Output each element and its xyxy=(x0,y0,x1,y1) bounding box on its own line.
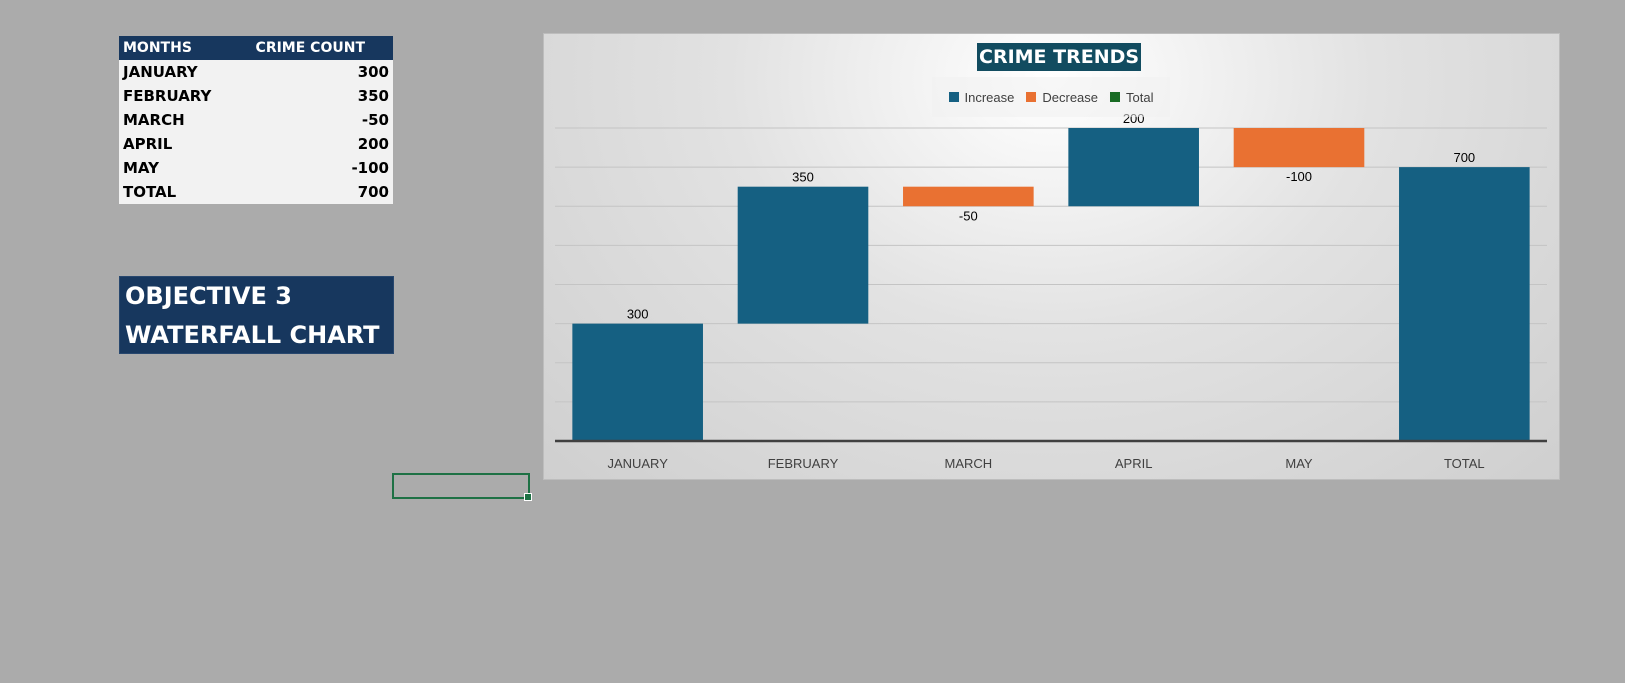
data-label: 700 xyxy=(1453,150,1475,165)
month-cell[interactable]: APRIL xyxy=(119,132,231,156)
month-cell[interactable]: TOTAL xyxy=(119,180,231,204)
x-tick-label: MAY xyxy=(1285,456,1313,471)
bar-february xyxy=(737,186,869,324)
table-row: MAY -100 xyxy=(119,156,393,180)
bar-january xyxy=(572,323,703,441)
month-cell[interactable]: MAY xyxy=(119,156,231,180)
x-tick-label: FEBRUARY xyxy=(768,456,839,471)
table-header-row: MONTHS CRIME COUNT xyxy=(119,36,393,60)
count-cell[interactable]: -100 xyxy=(230,156,393,180)
legend-item-total: Total xyxy=(1110,90,1153,105)
data-label: 350 xyxy=(792,170,814,185)
legend-item-increase: Increase xyxy=(948,89,1015,105)
header-crime-count[interactable]: CRIME COUNT xyxy=(230,36,393,60)
chart-title[interactable]: CRIME TRENDS xyxy=(977,43,1142,71)
fill-handle[interactable] xyxy=(524,493,532,501)
legend-label-total: Total xyxy=(1126,89,1154,105)
bar-april xyxy=(1068,128,1199,207)
legend-swatch-total xyxy=(1110,92,1121,102)
objective-banner[interactable]: OBJECTIVE 3 WATERFALL CHART xyxy=(119,276,394,354)
month-cell[interactable]: JANUARY xyxy=(119,60,231,84)
month-cell[interactable]: MARCH xyxy=(119,108,231,132)
x-tick-label: TOTAL xyxy=(1444,456,1485,471)
waterfall-chart-plot: 300JANUARY350FEBRUARY-50MARCH200APRIL-10… xyxy=(555,111,1547,471)
table-row: TOTAL 700 xyxy=(119,180,393,204)
legend-swatch-increase xyxy=(948,92,959,102)
count-cell[interactable]: 300 xyxy=(230,60,393,84)
data-label: -100 xyxy=(1286,169,1312,184)
x-tick-label: JANUARY xyxy=(607,456,668,471)
data-label: 300 xyxy=(627,307,649,322)
table-row: APRIL 200 xyxy=(119,132,393,156)
x-tick-label: APRIL xyxy=(1115,456,1153,471)
count-cell[interactable]: 700 xyxy=(230,180,393,204)
x-tick-label: MARCH xyxy=(944,456,992,471)
table-row: JANUARY 300 xyxy=(119,60,393,84)
header-months[interactable]: MONTHS xyxy=(119,36,231,60)
table-row: FEBRUARY 350 xyxy=(119,84,393,108)
objective-line-1: OBJECTIVE 3 xyxy=(125,282,292,310)
legend-item-decrease: Decrease xyxy=(1026,90,1098,105)
legend-swatch-decrease xyxy=(1026,92,1037,102)
count-cell[interactable]: 350 xyxy=(230,84,393,108)
data-label: -50 xyxy=(959,208,978,223)
legend-label-decrease: Decrease xyxy=(1042,89,1099,105)
count-cell[interactable]: -50 xyxy=(230,108,393,132)
bar-may xyxy=(1233,128,1365,168)
legend-label-increase: Increase xyxy=(964,89,1015,105)
table-row: MARCH -50 xyxy=(119,108,393,132)
bar-march xyxy=(903,186,1034,207)
objective-line-2: WATERFALL CHART xyxy=(125,321,380,349)
bar-total xyxy=(1399,167,1530,441)
count-cell[interactable]: 200 xyxy=(230,132,393,156)
month-cell[interactable]: FEBRUARY xyxy=(119,84,231,108)
active-cell-selection[interactable] xyxy=(392,473,532,501)
crime-data-table: MONTHS CRIME COUNT JANUARY 300 FEBRUARY 35… xyxy=(119,36,393,204)
chart-legend[interactable]: Increase Decrease Total xyxy=(932,77,1170,117)
